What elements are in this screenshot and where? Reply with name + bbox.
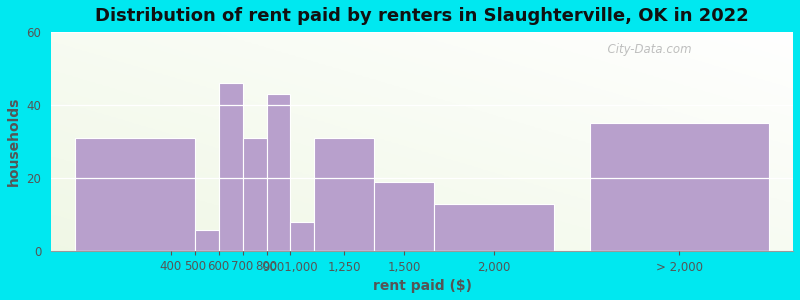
Bar [194, 230, 218, 251]
Title: Distribution of rent paid by renters in Slaughterville, OK in 2022: Distribution of rent paid by renters in … [95, 7, 749, 25]
Bar [290, 222, 314, 251]
Y-axis label: households: households [7, 97, 21, 187]
Bar [242, 138, 266, 251]
Bar [218, 83, 242, 251]
Bar [374, 182, 434, 251]
Bar [75, 138, 194, 251]
Bar [590, 124, 769, 251]
Text: City-Data.com: City-Data.com [600, 43, 692, 56]
Bar [266, 94, 290, 251]
Bar [314, 138, 374, 251]
Bar [434, 204, 554, 251]
X-axis label: rent paid ($): rent paid ($) [373, 279, 471, 293]
